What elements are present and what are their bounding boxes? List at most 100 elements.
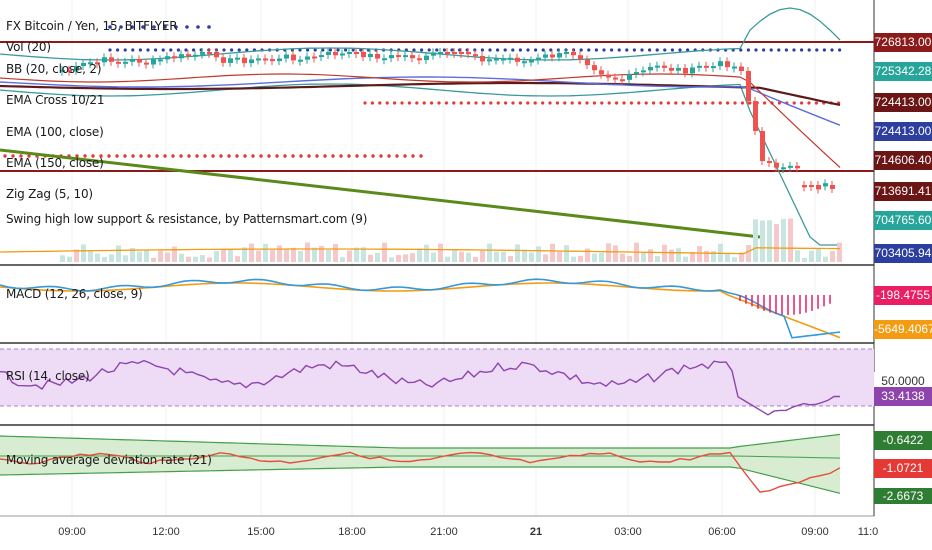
candle-body (536, 57, 541, 61)
candle-body (200, 52, 205, 55)
candle-body (263, 58, 268, 61)
candle-body (641, 70, 646, 73)
swing-dot-blue (328, 48, 332, 52)
candle-body (669, 67, 674, 71)
swing-dot-blue (526, 48, 530, 52)
volume-bar (487, 243, 492, 262)
swing-dot-red (83, 154, 87, 158)
swing-dot-red (11, 154, 15, 158)
indicator-legend-ema150[interactable]: EMA (150, close) (6, 156, 104, 170)
swing-dot-red (652, 101, 656, 105)
main-price-pane[interactable] (0, 7, 874, 262)
swing-dot-red (592, 101, 597, 105)
deviation-rate-line (0, 451, 841, 493)
candle-body (662, 65, 667, 68)
volume-bar (613, 245, 618, 262)
candle-body (151, 59, 156, 65)
volume-bar (200, 255, 205, 262)
swing-dot-red (430, 101, 434, 105)
rsi-pane[interactable] (0, 348, 874, 416)
volume-bar (732, 257, 737, 262)
swing-dot-red (563, 101, 567, 105)
bollinger-upper-band (0, 7, 841, 61)
swing-dot-blue (313, 48, 317, 52)
candle-body (655, 65, 660, 68)
volume-bar (207, 257, 212, 262)
swing-dot-red (370, 101, 374, 105)
swing-dot-blue (572, 48, 576, 52)
candle-body (144, 62, 149, 65)
volume-bar (179, 253, 184, 262)
candle-body (753, 101, 758, 132)
candle-body (298, 59, 303, 62)
volume-bar (802, 257, 807, 262)
candle-body (95, 62, 100, 65)
swing-dot-red (407, 101, 411, 105)
volume-bar (690, 251, 695, 262)
volume-bar (550, 243, 555, 262)
indicator-legend-ema100[interactable]: EMA (100, close) (6, 125, 104, 139)
swing-dot-blue (838, 48, 842, 52)
swing-dot-red (385, 101, 389, 105)
swing-dot-blue (192, 48, 196, 52)
swing-dot-blue (298, 48, 302, 52)
volume-bar (242, 247, 247, 262)
deviation-legend[interactable]: Moving average deviation rate (21) (6, 453, 212, 467)
volume-bar (396, 255, 401, 262)
swing-dot-red (711, 101, 715, 105)
swing-dot-blue (625, 48, 629, 52)
swing-dot-red (91, 154, 95, 158)
macd-pane[interactable] (0, 278, 841, 339)
volume-bar (88, 250, 93, 262)
indicator-legend-ema-cross[interactable]: EMA Cross 10/21 (6, 93, 105, 107)
candle-body (249, 59, 254, 64)
indicator-legend-vol[interactable]: Vol (20) (6, 40, 51, 54)
swing-dot-red (622, 101, 626, 105)
swing-dot-red (179, 154, 183, 158)
swing-dot-blue (534, 48, 538, 52)
indicator-legend-zigzag[interactable]: Zig Zag (5, 10) (6, 187, 93, 201)
volume-bar (305, 242, 310, 262)
swing-dot-red (363, 154, 367, 158)
candle-body (795, 165, 800, 169)
indicator-legend-swing[interactable]: Swing high low support & resistance, by … (6, 212, 368, 226)
candle-body (746, 71, 751, 102)
volume-bar (683, 256, 688, 262)
swing-dot-red (315, 154, 319, 158)
volume-bar (746, 244, 751, 262)
candle-body (228, 58, 233, 63)
candle-body (354, 52, 359, 54)
swing-dot-red (585, 101, 589, 105)
macd-legend[interactable]: MACD (12, 26, close, 9) (6, 287, 143, 301)
swing-dot-red (504, 101, 508, 105)
volume-bar (361, 247, 366, 262)
swing-dot-red (195, 154, 199, 158)
deviation-rate-pane[interactable] (0, 433, 841, 494)
indicator-legend-bb[interactable]: BB (20, close, 2) (6, 62, 102, 76)
rsi-legend[interactable]: RSI (14, close) (6, 369, 90, 383)
candle-body (81, 62, 86, 67)
candle-body (158, 59, 163, 62)
swing-dot-blue (473, 48, 477, 52)
swing-dot-blue (815, 48, 819, 52)
volume-bar (529, 252, 534, 262)
candle-body (270, 59, 275, 62)
swing-dot-red (814, 101, 819, 105)
swing-dot-red (541, 101, 545, 105)
swing-dot-blue (594, 48, 599, 52)
swing-dot-red (489, 101, 493, 105)
volume-bar (144, 250, 149, 262)
swing-dot-red (792, 101, 796, 105)
volume-bar (445, 256, 450, 262)
macd-label-signal: -5649.4067 (874, 320, 932, 339)
volume-bar (438, 243, 443, 262)
swing-dot-red (726, 101, 730, 105)
candle-body (165, 56, 170, 60)
volume-bar (564, 245, 569, 262)
price-label-resistance: 726813.00 (874, 33, 932, 52)
swing-dot-red (777, 101, 782, 105)
swing-dot-red (607, 101, 611, 105)
symbol-title[interactable]: FX Bitcoin / Yen, 15, BITFLYER (6, 19, 178, 33)
time-tick: 18:00 (338, 526, 366, 538)
